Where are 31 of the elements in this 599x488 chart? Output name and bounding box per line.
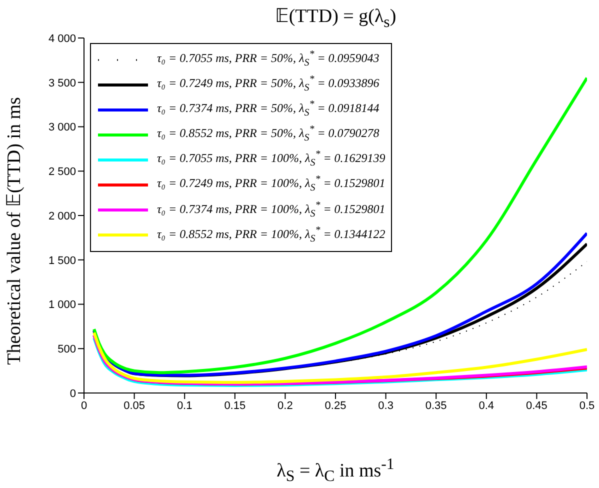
x-tick-label: 0.35: [425, 400, 447, 412]
y-tick-label: 1 500: [48, 254, 76, 267]
x-tick-label: 0.45: [526, 400, 548, 412]
x-tick-label: 0.3: [378, 400, 394, 412]
x-tick-label: 0.15: [224, 400, 246, 412]
legend-label: τ₀ = 0.8552 ms, PRR = 50%, λ$_{S}$$^{*}$ = 0.0790278: [157, 123, 380, 146]
x-tick-label: 0: [80, 400, 88, 412]
x-tick-label: 0.25: [324, 400, 346, 412]
y-axis-title: Theoretical value of 𝔼(TTD) in ms: [3, 96, 26, 366]
y-tick-label: 2 500: [48, 166, 76, 178]
legend-label: τ₀ = 0.7055 ms, PRR = 100%, λ$_{S}$$^{*}$ = 0.1629139: [157, 148, 386, 171]
x-tick-label: 0.2: [278, 400, 293, 412]
x-tick-label: 0.4: [478, 400, 494, 412]
legend-label: τ₀ = 0.7055 ms, PRR = 50%, λ$_{S}$$^{*}$ = 0.0959043: [157, 48, 380, 70]
y-tick-label: 3 000: [48, 122, 76, 134]
y-tick-label: 500: [58, 344, 76, 356]
y-tick-label: 0: [70, 388, 76, 400]
x-tick-label: 0.1: [176, 400, 192, 412]
legend-label: τ₀ = 0.7374 ms, PRR = 50%, λ$_{S}$$^{*}$ = 0.0918144: [157, 98, 380, 121]
x-tick-label: 0.05: [124, 400, 146, 412]
legend-label: τ₀ = 0.8552 ms, PRR = 100%, λ$_{S}$$^{*}$ = 0.1344122: [157, 224, 386, 246]
legend-label: τ₀ = 0.7249 ms, PRR = 100%, λ$_{S}$$^{*}$ = 0.1529801: [157, 173, 386, 196]
legend-label: τ₀ = 0.7249 ms, PRR = 50%, λ$_{S}$$^{*}$ = 0.0933896: [157, 73, 380, 96]
y-tick-label: 3 500: [48, 77, 76, 90]
legend-label: τ₀ = 0.7374 ms, PRR = 100%, λ$_{S}$$^{*}$ = 0.1529801: [157, 198, 386, 221]
x-tick-label: 0.5: [579, 400, 595, 412]
chart-title: 𝔼(TTD) = g(λ$_{s}$): [274, 5, 398, 32]
y-tick-label: 4 000: [48, 32, 76, 45]
x-axis-title: λ$_{S}$ = λ$_{C}$ in ms$^{-1}$: [276, 456, 396, 486]
y-tick-label: 2 000: [48, 210, 76, 222]
y-tick-label: 1 000: [48, 299, 76, 312]
